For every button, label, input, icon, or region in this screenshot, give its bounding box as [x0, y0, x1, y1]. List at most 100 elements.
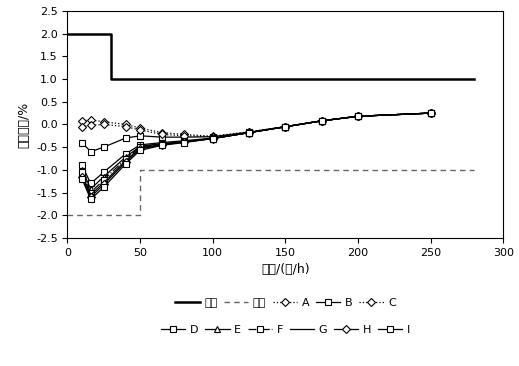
H: [246, 130, 252, 135]
I: [88, 197, 94, 202]
X-axis label: 流量/(㎥/h): 流量/(㎥/h): [261, 263, 310, 276]
Line: H: H: [79, 110, 433, 200]
E: [210, 136, 216, 141]
G: [159, 142, 165, 147]
Line: 下限: 下限: [67, 170, 474, 215]
F: [101, 178, 107, 182]
I: [181, 141, 187, 145]
H: [137, 147, 143, 151]
I: [79, 177, 85, 181]
I: [246, 130, 252, 135]
D: [355, 114, 361, 119]
E: [137, 144, 143, 149]
A: [210, 134, 216, 138]
E: [428, 111, 434, 115]
C: [79, 124, 85, 129]
B: [282, 124, 289, 129]
A: [122, 122, 129, 127]
Line: A: A: [79, 110, 433, 139]
C: [101, 122, 107, 127]
G: [319, 119, 325, 123]
H: [282, 124, 289, 129]
G: [88, 193, 94, 197]
F: [137, 145, 143, 149]
C: [159, 132, 165, 137]
G: [137, 146, 143, 150]
B: [137, 134, 143, 138]
G: [181, 140, 187, 144]
C: [246, 130, 252, 134]
E: [355, 114, 361, 119]
H: [428, 111, 434, 115]
G: [282, 124, 289, 129]
H: [101, 182, 107, 187]
C: [122, 124, 129, 129]
E: [319, 119, 325, 123]
A: [181, 132, 187, 137]
F: [181, 139, 187, 144]
A: [137, 126, 143, 130]
I: [355, 114, 361, 119]
G: [428, 111, 434, 115]
下限: [64, 213, 71, 217]
H: [159, 143, 165, 147]
C: [355, 114, 361, 119]
Line: G: G: [82, 113, 431, 195]
A: [159, 130, 165, 135]
D: [210, 136, 216, 140]
D: [428, 111, 434, 115]
D: [159, 141, 165, 145]
F: [122, 157, 129, 161]
Line: B: B: [79, 110, 433, 154]
F: [282, 124, 289, 129]
D: [79, 163, 85, 168]
F: [319, 119, 325, 123]
F: [88, 190, 94, 195]
B: [319, 119, 325, 123]
A: [246, 130, 252, 134]
上限: [108, 31, 114, 36]
A: [79, 119, 85, 123]
G: [355, 114, 361, 119]
Line: C: C: [79, 110, 433, 139]
E: [246, 130, 252, 135]
A: [319, 119, 325, 123]
C: [210, 134, 216, 139]
A: [355, 114, 361, 119]
Line: F: F: [79, 110, 433, 195]
D: [122, 152, 129, 156]
D: [137, 143, 143, 147]
H: [355, 114, 361, 119]
E: [122, 155, 129, 159]
B: [88, 149, 94, 154]
Line: I: I: [79, 110, 433, 202]
I: [101, 185, 107, 189]
E: [282, 124, 289, 129]
H: [88, 195, 94, 199]
H: [79, 175, 85, 179]
上限: [108, 77, 114, 81]
D: [181, 139, 187, 143]
上限: [64, 31, 71, 36]
G: [210, 136, 216, 141]
F: [79, 170, 85, 174]
D: [246, 130, 252, 135]
G: [79, 172, 85, 176]
H: [319, 119, 325, 123]
G: [122, 158, 129, 163]
Legend: D, E, F, G, H, I: D, E, F, G, H, I: [157, 321, 414, 340]
C: [137, 128, 143, 132]
I: [122, 162, 129, 166]
B: [246, 130, 252, 134]
E: [88, 187, 94, 191]
Line: D: D: [79, 110, 433, 186]
A: [428, 111, 434, 115]
B: [101, 145, 107, 149]
下限: [471, 168, 477, 172]
Y-axis label: 示値误差/%: 示値误差/%: [18, 101, 31, 147]
F: [355, 114, 361, 119]
E: [101, 175, 107, 179]
B: [159, 135, 165, 139]
C: [282, 124, 289, 129]
B: [79, 141, 85, 145]
